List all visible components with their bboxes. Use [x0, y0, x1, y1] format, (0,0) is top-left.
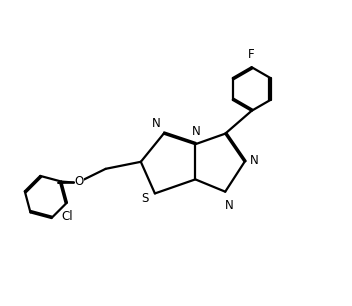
Text: O: O: [75, 175, 84, 188]
Text: S: S: [142, 192, 149, 205]
Text: N: N: [224, 200, 233, 212]
Text: N: N: [192, 125, 200, 138]
Text: F: F: [248, 48, 255, 61]
Text: N: N: [250, 154, 259, 166]
Text: N: N: [152, 117, 160, 130]
Text: Cl: Cl: [61, 210, 73, 223]
